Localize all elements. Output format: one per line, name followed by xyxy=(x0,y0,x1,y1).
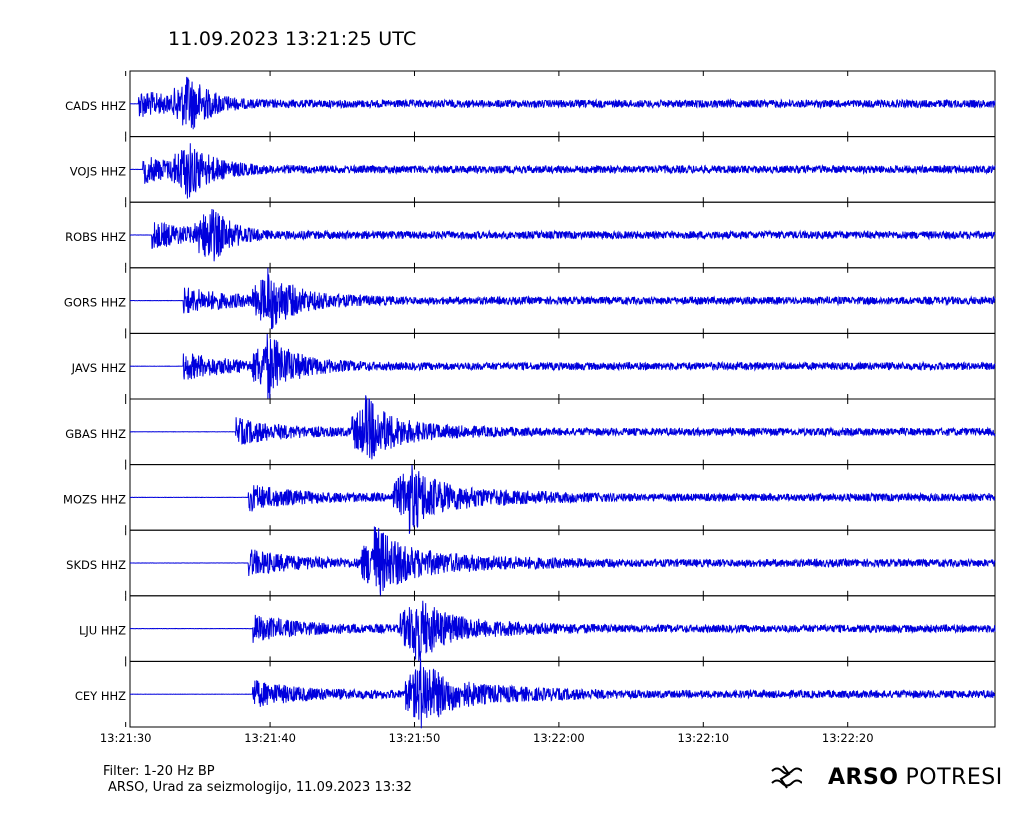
filter-note: Filter: 1-20 Hz BP xyxy=(103,764,215,779)
waveform-line xyxy=(129,267,996,330)
x-tick-label: 13:22:00 xyxy=(533,731,585,745)
trace-label: CEY HHZ xyxy=(75,689,126,703)
trace-panel: MOZS HHZ xyxy=(63,464,996,534)
trace-label: CADS HHZ xyxy=(65,99,126,113)
x-tick-label: 13:22:10 xyxy=(677,731,729,745)
source-note: ARSO, Urad za seizmologijo, 11.09.2023 1… xyxy=(108,780,412,795)
trace-panel: GBAS HHZ xyxy=(65,395,996,466)
trace-panel: ROBS HHZ xyxy=(65,201,996,269)
trace-label: GBAS HHZ xyxy=(65,427,126,441)
waveform-line xyxy=(130,208,996,262)
x-tick-label: 13:21:50 xyxy=(389,731,441,745)
brand-logo[interactable]: ARSO POTRESI xyxy=(768,762,1003,792)
waveform-line xyxy=(129,464,996,534)
ticks-layer: 13:21:30 13:21:40 13:21:50 13:22:00 13:22:10… xyxy=(100,731,874,745)
waveform-line xyxy=(130,76,996,130)
trace-panel: GORS HHZ xyxy=(64,267,996,334)
trace-label: VOJS HHZ xyxy=(70,164,126,178)
x-tick-label: 13:21:30 xyxy=(100,731,152,745)
trace-panel: LJU HHZ xyxy=(79,595,996,662)
seismograph-logo-icon xyxy=(771,765,802,789)
waveform-line xyxy=(129,658,996,729)
waveform-line xyxy=(130,526,996,597)
waveform-line xyxy=(129,395,996,460)
x-tick-label: 13:22:20 xyxy=(822,731,874,745)
waveform-line xyxy=(129,600,996,662)
trace-label: ROBS HHZ xyxy=(65,230,126,244)
brand-name-potresi: POTRESI xyxy=(905,764,1003,790)
waveform-line xyxy=(130,333,996,400)
trace-panel: SKDS HHZ xyxy=(66,526,996,597)
trace-label: MOZS HHZ xyxy=(63,492,126,506)
trace-label: JAVS HHZ xyxy=(71,361,126,375)
waveform-line xyxy=(129,143,996,199)
traces-layer: CADS HHZ VOJS HHZ ROBS HHZ GORS HHZ JAVS HHZ… xyxy=(63,70,996,729)
trace-panel: VOJS HHZ xyxy=(70,136,996,203)
trace-panel: JAVS HHZ xyxy=(71,332,996,400)
trace-label: GORS HHZ xyxy=(64,296,126,310)
x-tick-label: 13:21:40 xyxy=(244,731,296,745)
trace-label: SKDS HHZ xyxy=(66,558,126,572)
trace-label: LJU HHZ xyxy=(79,624,126,638)
trace-panel: CEY HHZ xyxy=(75,658,996,729)
trace-panel: CADS HHZ xyxy=(65,70,996,138)
brand-name-arso: ARSO xyxy=(828,764,899,790)
chart-title: 11.09.2023 13:21:25 UTC xyxy=(168,28,417,50)
